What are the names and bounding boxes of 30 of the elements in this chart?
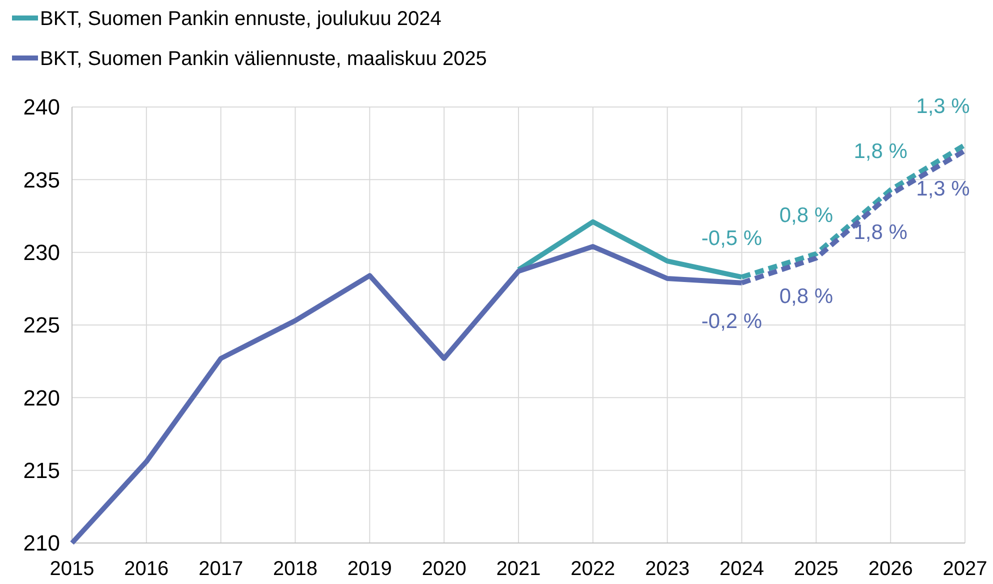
x-tick-label: 2016 [124,558,169,580]
annotation: 1,8 % [854,140,908,163]
annotation: -0,5 % [701,227,762,250]
y-tick-label: 240 [23,94,60,120]
x-tick-label: 2015 [50,558,94,580]
annotation: 0,8 % [779,204,834,227]
y-tick-label: 230 [23,240,60,266]
x-tick-label: 2026 [868,558,913,580]
x-tick-label: 2020 [422,558,466,580]
x-tick-label: 2017 [198,558,244,580]
legend-label: BKT, Suomen Pankin ennuste, joulukuu 2024 [40,8,442,30]
y-tick-label: 210 [23,530,60,556]
annotation: -0,2 % [701,310,762,333]
x-tick-label: 2019 [347,558,392,580]
y-tick-label: 225 [23,312,60,338]
y-tick-label: 220 [23,385,60,410]
x-tick-label: 2027 [942,558,988,580]
x-tick-label: 2023 [645,558,690,580]
annotation: 1,3 % [916,94,970,118]
annotation: 1,8 % [854,221,908,244]
x-tick-label: 2022 [570,558,616,580]
y-tick-label: 235 [23,167,60,192]
x-tick-label: 2024 [720,558,764,580]
annotation: 1,3 % [916,178,970,201]
annotation: 0,8 % [779,285,834,308]
x-tick-label: 2018 [273,558,318,580]
x-tick-label: 2025 [794,558,838,580]
x-tick-label: 2021 [496,558,541,580]
y-tick-label: 215 [23,458,60,484]
legend-label: BKT, Suomen Pankin väliennuste, maaliskuu 2025 [40,48,487,70]
